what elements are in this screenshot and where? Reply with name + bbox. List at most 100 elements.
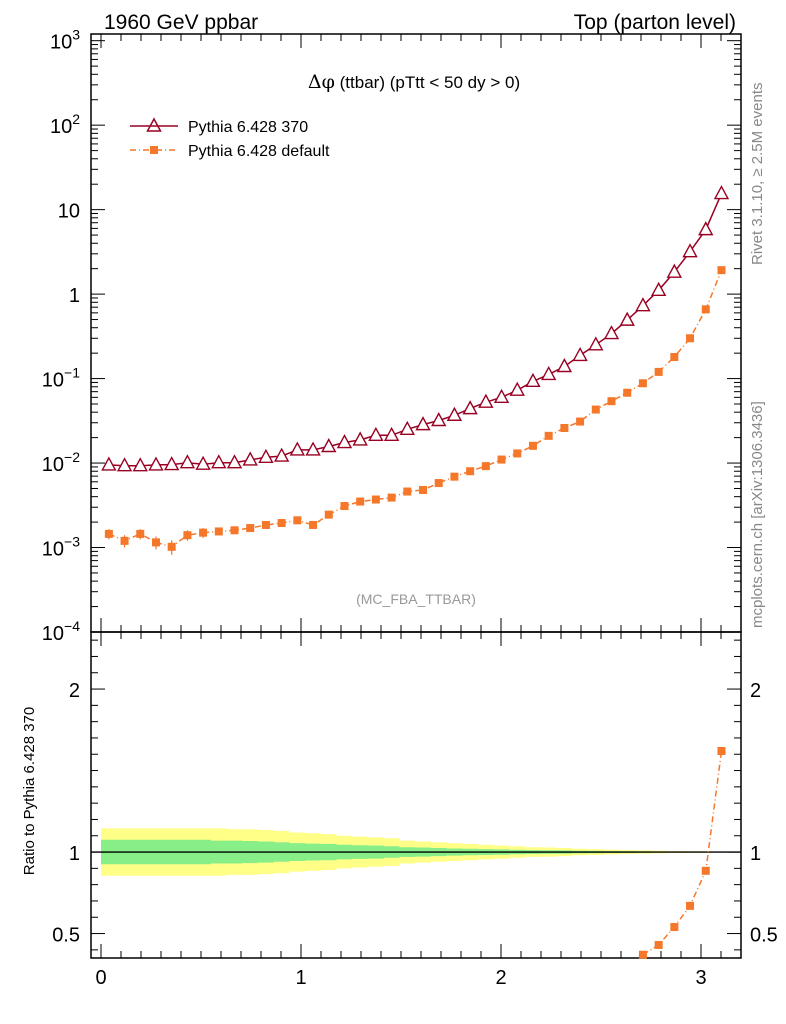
- data-point-pythia-default: [340, 502, 349, 511]
- data-point-pythia-370: [321, 438, 337, 453]
- data-point-pythia-370: [509, 381, 525, 396]
- data-point-pythia-370: [572, 346, 588, 362]
- series-line-0: [108, 193, 723, 467]
- legend-label-pythia-370: Pythia 6.428 370: [188, 119, 308, 136]
- data-point-pythia-370: [258, 448, 274, 463]
- data-point-pythia-default: [246, 524, 255, 533]
- data-point-pythia-default: [513, 449, 522, 458]
- y-tick-base: 10: [42, 623, 64, 645]
- y-tick-exponent: 3: [72, 27, 80, 43]
- data-point-pythia-default: [481, 462, 490, 471]
- ratio-y-tick-label-left: 0.5: [52, 925, 80, 947]
- data-point-pythia-370: [713, 185, 730, 200]
- y-tick-base: 10: [42, 539, 64, 561]
- data-point-pythia-370: [399, 420, 415, 435]
- data-point-pythia-default: [309, 520, 318, 529]
- data-point-pythia-370: [116, 457, 133, 472]
- data-point-pythia-370: [619, 311, 635, 326]
- data-point-pythia-370: [352, 431, 368, 446]
- y-tick-label: 10: [58, 201, 80, 223]
- y-tick-label: 10−2: [42, 449, 80, 476]
- data-point-pythia-370: [650, 281, 667, 296]
- y-tick-base: 10: [42, 370, 64, 392]
- ratio-y-tick-label-left: 2: [69, 680, 80, 702]
- data-point-pythia-default: [104, 529, 113, 538]
- y-tick-exponent: 2: [72, 111, 80, 127]
- data-point-pythia-default: [686, 334, 695, 343]
- data-point-pythia-default: [591, 405, 600, 414]
- data-point-pythia-370: [273, 447, 290, 462]
- ratio-point-pythia-default: [654, 940, 663, 949]
- x-tick-label: 1: [295, 967, 306, 989]
- site-label: mcplots.cern.ch [arXiv:1306.3436]: [749, 401, 766, 628]
- y-tick-base: 10: [42, 454, 64, 476]
- ratio-point-pythia-default: [686, 901, 695, 910]
- data-point-pythia-370: [635, 297, 651, 312]
- data-point-pythia-default: [324, 510, 333, 519]
- ratio-ylabel: Ratio to Pythia 6.428 370: [21, 707, 38, 875]
- ratio-point-pythia-default: [638, 950, 647, 959]
- data-point-pythia-default: [356, 497, 365, 506]
- data-point-pythia-default: [261, 520, 270, 529]
- data-point-pythia-default: [199, 528, 208, 537]
- legend: Pythia 6.428 370 Pythia 6.428 default: [130, 117, 330, 160]
- data-point-pythia-370: [305, 441, 321, 456]
- chart-title-symbol: Δφ: [308, 71, 335, 93]
- data-point-pythia-370: [242, 451, 258, 466]
- data-point-pythia-default: [277, 519, 286, 528]
- data-point-pythia-370: [226, 454, 243, 469]
- data-point-pythia-default: [497, 455, 506, 464]
- data-point-pythia-default: [403, 487, 412, 496]
- data-point-pythia-default: [434, 479, 443, 488]
- legend-marker-pythia-370: [146, 117, 162, 132]
- data-point-pythia-370: [666, 263, 683, 278]
- data-point-pythia-default: [560, 423, 569, 432]
- data-point-pythia-370: [132, 457, 148, 472]
- ratio-plot-panel: 2 2 1 1 0.5 0.5 0 1 2 3: [52, 631, 778, 989]
- data-point-pythia-default: [717, 266, 726, 275]
- data-point-pythia-370: [556, 358, 573, 373]
- data-point-pythia-default: [654, 367, 663, 376]
- data-point-pythia-370: [698, 221, 714, 236]
- data-point-pythia-370: [541, 365, 557, 381]
- data-point-pythia-370: [164, 456, 180, 471]
- data-point-pythia-370: [289, 441, 306, 456]
- y-tick-label: 103: [50, 27, 80, 54]
- y-tick-exponent: −3: [64, 534, 80, 550]
- ratio-point-pythia-default: [717, 746, 726, 755]
- header-right: Top (parton level): [574, 11, 736, 34]
- x-tick-label: 3: [695, 967, 706, 989]
- legend-label-pythia-default: Pythia 6.428 default: [188, 143, 330, 160]
- data-point-pythia-default: [419, 485, 428, 494]
- ratio-y-tick-label-right: 1: [750, 843, 761, 865]
- ratio-frame: [90, 631, 742, 959]
- data-point-pythia-default: [670, 353, 679, 362]
- data-point-pythia-default: [183, 531, 192, 540]
- y-tick-label: 10−1: [42, 365, 80, 392]
- data-point-pythia-370: [588, 336, 604, 351]
- data-point-pythia-370: [462, 400, 478, 415]
- ratio-y-tick-label-right: 2: [750, 680, 761, 702]
- ratio-point-pythia-default: [670, 923, 679, 932]
- data-point-pythia-370: [368, 426, 384, 442]
- data-point-pythia-default: [607, 397, 616, 406]
- series-line-1: [108, 269, 723, 548]
- y-tick-label: 102: [50, 111, 80, 138]
- x-tick-label: 0: [95, 967, 106, 989]
- ratio-y-tick-label-left: 1: [69, 843, 80, 865]
- chart-title-text: (ttbar) (pTtt < 50 dy > 0): [335, 73, 520, 92]
- y-tick-exponent: −2: [64, 449, 80, 465]
- data-point-pythia-default: [450, 472, 459, 481]
- data-point-pythia-default: [151, 538, 160, 547]
- data-point-pythia-370: [148, 456, 164, 471]
- data-point-pythia-370: [431, 412, 447, 427]
- chart-title: Δφ (ttbar) (pTtt < 50 dy > 0): [308, 71, 520, 93]
- y-tick-label: 1: [69, 285, 80, 307]
- y-tick-exponent: −1: [64, 365, 80, 381]
- data-point-pythia-default: [466, 467, 475, 476]
- data-point-pythia-370: [603, 325, 620, 340]
- legend-marker-pythia-default: [150, 146, 158, 154]
- data-point-pythia-370: [383, 426, 400, 442]
- data-point-pythia-default: [638, 379, 647, 388]
